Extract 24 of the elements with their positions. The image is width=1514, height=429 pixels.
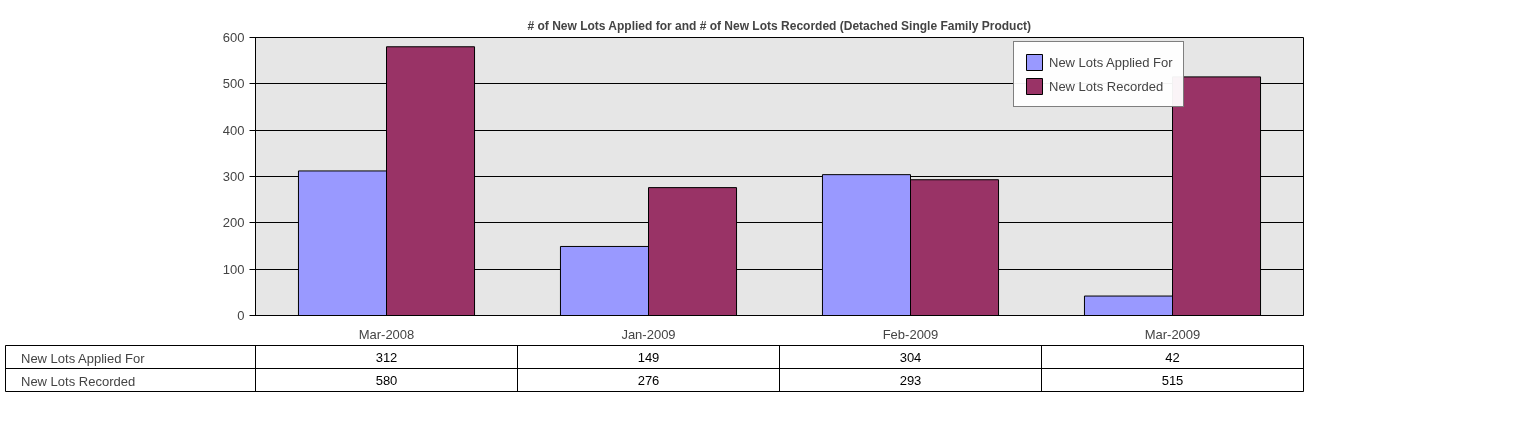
y-tick-label: 200	[222, 215, 245, 231]
chart-title: # of New Lots Applied for and # of New Lots Recorded (Detached Single Family Product)	[527, 18, 1032, 33]
y-tick-label: 100	[222, 261, 245, 277]
data-label: 276	[637, 372, 660, 388]
data-label: 304	[899, 349, 922, 365]
legend-label: New Lots Applied For	[1049, 54, 1173, 70]
x-tick-label: Mar-2008	[358, 326, 415, 342]
data-label: 580	[375, 372, 398, 388]
y-tick-label: 600	[222, 30, 245, 45]
y-tick-label: 500	[222, 76, 245, 92]
data-label: 149	[637, 349, 660, 365]
data-label: 312	[375, 349, 398, 365]
x-tick-label: Jan-2009	[621, 326, 676, 342]
data-label: 293	[899, 372, 922, 388]
y-tick-label: 300	[222, 169, 245, 184]
legend-label: New Lots Recorded	[1049, 78, 1164, 94]
data-label: 515	[1161, 372, 1184, 388]
text: New Lots Recorded	[21, 374, 136, 389]
x-tick-label: Feb-2009	[882, 326, 939, 342]
y-tick-label: 400	[222, 122, 245, 138]
data-label: 42	[1165, 349, 1180, 365]
text: New Lots Applied For	[21, 351, 145, 366]
y-tick-label: 0	[237, 308, 245, 323]
x-tick-label: Mar-2009	[1144, 326, 1201, 342]
